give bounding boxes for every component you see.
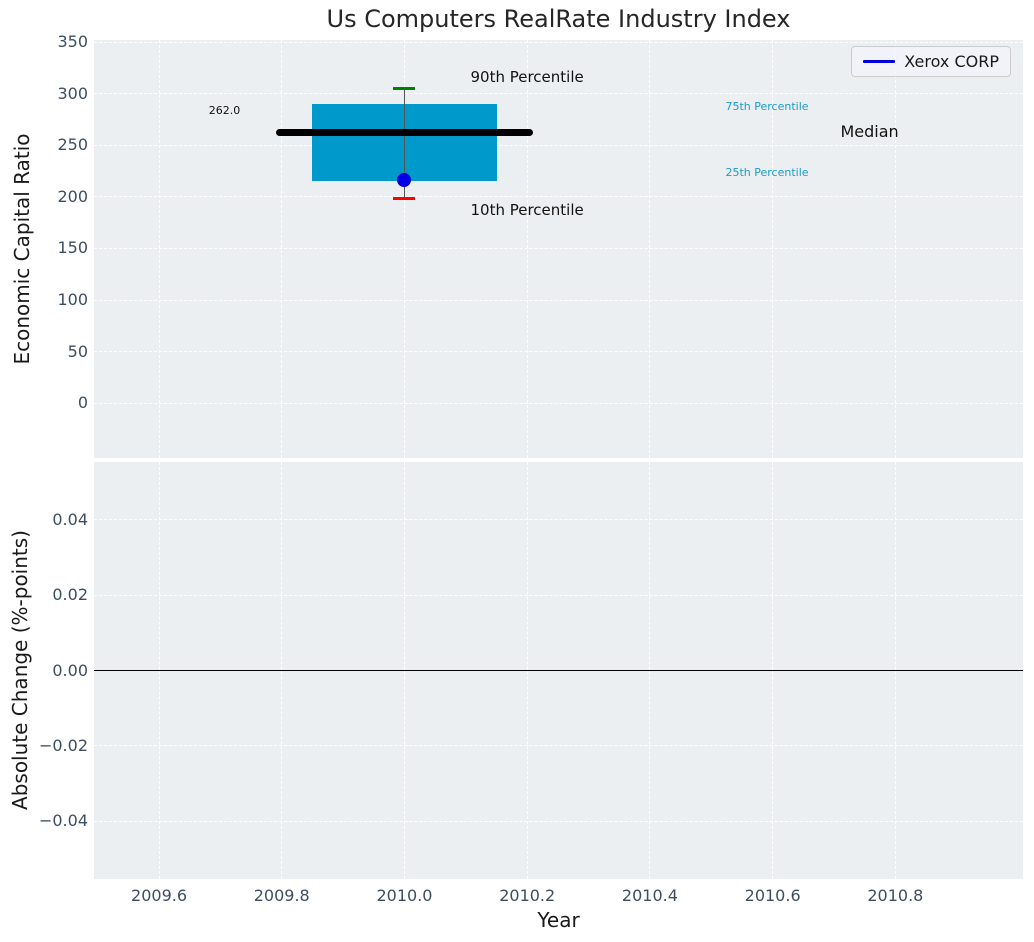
gridline-horizontal [94, 247, 1023, 249]
annotation-median-value: 262.0 [208, 103, 241, 117]
p10-cap [393, 197, 416, 201]
p90-cap [393, 87, 416, 90]
y-tick-label: 0.00 [52, 660, 88, 680]
legend: Xerox CORP [851, 46, 1011, 77]
y-tick-label: −0.04 [38, 811, 88, 831]
annotation-p25-label: 25th Percentile [725, 166, 809, 180]
gridline-horizontal [94, 402, 1023, 404]
gridline-horizontal [94, 820, 1023, 822]
gridline-horizontal [94, 93, 1023, 95]
y-tick-label: 300 [57, 83, 88, 103]
whisker-line [403, 88, 406, 199]
zero-line [94, 669, 1023, 672]
company-point [397, 173, 412, 188]
x-tick-label: 2010.4 [621, 886, 678, 905]
y-tick-label: 250 [57, 135, 88, 155]
top-plot-area: 262.0 90th Percentile 10th Percentile 75th … [94, 40, 1023, 458]
x-tick-label: 2010.0 [376, 886, 433, 905]
annotation-p90-label: 90th Percentile [470, 67, 584, 86]
gridline-vertical [649, 40, 651, 458]
y-tick-label: 50 [67, 341, 88, 361]
x-tick-label: 2010.8 [867, 886, 924, 905]
annotation-p10-label: 10th Percentile [470, 200, 584, 219]
annotation-p75-label: 75th Percentile [725, 99, 809, 113]
gridline-vertical [894, 40, 896, 458]
gridline-vertical [158, 40, 160, 458]
x-tick-label: 2009.8 [253, 886, 310, 905]
bottom-plot-area [94, 462, 1023, 879]
gridline-horizontal [94, 41, 1023, 43]
y-tick-label: 100 [57, 290, 88, 310]
annotation-median-label: Median [840, 121, 899, 141]
y-tick-label: 0 [77, 393, 88, 413]
gridline-horizontal [94, 144, 1023, 146]
x-axis-label: Year [537, 908, 580, 932]
gridline-horizontal [94, 196, 1023, 198]
chart-title: Us Computers RealRate Industry Index [326, 5, 791, 33]
x-tick-label: 2010.2 [499, 886, 556, 905]
y-tick-label: 0.04 [52, 509, 88, 529]
y-tick-label: 350 [57, 32, 88, 52]
gridline-vertical [526, 40, 528, 458]
gridline-horizontal [94, 299, 1023, 301]
y-tick-label: 150 [57, 238, 88, 258]
x-tick-label: 2009.6 [131, 886, 188, 905]
gridline-horizontal [94, 745, 1023, 747]
gridline-horizontal [94, 519, 1023, 521]
gridline-vertical [772, 40, 774, 458]
gridline-vertical [403, 40, 405, 458]
x-tick-label: 2010.6 [744, 886, 801, 905]
gridline-horizontal [94, 594, 1023, 596]
y-tick-label: 200 [57, 186, 88, 206]
legend-label: Xerox CORP [904, 52, 999, 71]
legend-line-sample [863, 60, 896, 63]
gridline-vertical [281, 40, 283, 458]
y-tick-label: 0.02 [52, 585, 88, 605]
median-line [275, 129, 534, 137]
y-tick-label: −0.02 [38, 735, 88, 755]
gridline-horizontal [94, 351, 1023, 353]
